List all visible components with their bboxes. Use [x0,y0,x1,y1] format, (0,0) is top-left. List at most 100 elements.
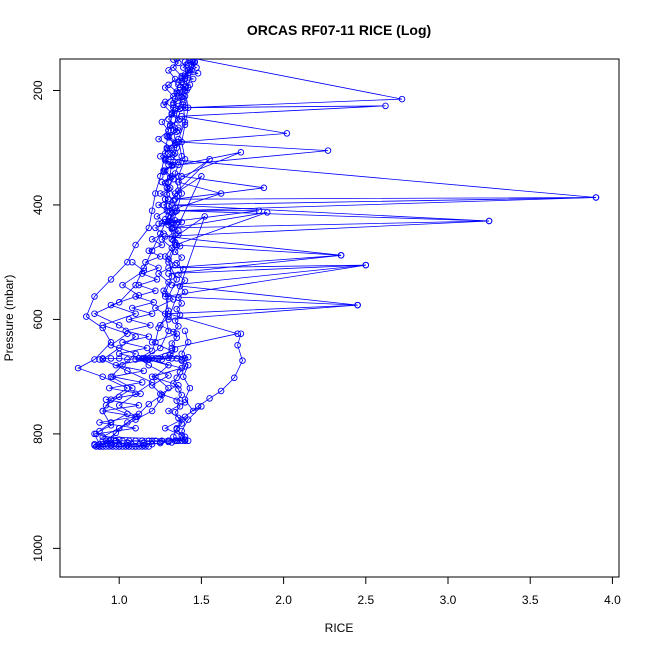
data-point [157,173,164,180]
data-point [178,420,185,427]
data-point [161,293,169,300]
data-point [175,414,182,422]
data-point [148,407,156,415]
data-point [181,118,189,126]
data-point [132,293,139,300]
data-point [173,128,180,135]
data-point [157,230,164,237]
data-point [181,277,189,284]
data-point [175,386,182,393]
data-point [124,410,131,418]
data-point [115,355,123,362]
data-point [171,345,179,353]
data-point [170,59,177,63]
data-point [184,416,192,423]
data-point [170,433,177,441]
data-point [170,161,177,169]
data-point [186,384,194,392]
data-point [354,301,361,309]
data-point [161,253,169,260]
data-point [166,214,174,221]
data-point [175,323,182,330]
data-point [148,382,156,389]
data-point [163,133,171,140]
data-point [115,402,123,409]
data-point [124,384,131,392]
data-point [140,264,148,272]
data-point [102,402,110,409]
data-point [188,59,195,64]
data-point [107,301,115,309]
data-point [175,79,182,86]
data-point [166,184,174,192]
data-point [99,355,106,362]
data-point [145,437,153,445]
data-point [158,118,166,126]
data-point [163,191,171,198]
y-axis: 200 400 600 800 1000 [31,80,61,562]
data-point [170,127,177,134]
y-tick-label: 1000 [31,535,45,562]
data-point [91,310,98,317]
data-point [166,351,174,359]
data-point [171,150,179,157]
data-point [178,173,185,180]
data-point [180,64,187,71]
data-point [283,130,291,137]
data-point [362,261,370,269]
data-point [161,84,169,91]
data-point [176,368,184,376]
data-point [170,99,177,107]
data-point [171,408,179,416]
data-point [165,150,172,157]
data-point [161,218,169,226]
data-point [142,355,149,362]
data-point [115,440,123,448]
data-point [168,344,176,352]
data-point [178,427,185,435]
data-point [180,59,184,60]
data-point [145,355,153,362]
data-point [186,67,194,74]
data-point [165,278,172,286]
x-tick-label: 1.0 [111,593,128,607]
data-point [184,437,192,445]
data-point [163,184,171,192]
data-point [115,393,123,400]
data-point [115,350,123,358]
data-point [161,167,169,174]
data-point [163,207,171,214]
x-axis-label: RICE [325,621,354,635]
data-point [94,442,102,449]
data-point [107,422,115,429]
data-point [142,443,149,450]
data-point [140,367,148,375]
data-point [148,373,156,380]
data-point [138,437,146,445]
data-point [119,437,126,445]
data-point [148,437,156,445]
data-point [175,158,182,166]
data-point [165,195,172,203]
data-point [173,260,180,267]
data-point [188,61,195,68]
data-point [189,75,197,83]
data-point [171,208,179,216]
data-point [119,339,126,346]
data-point [178,391,185,399]
data-point [106,437,113,445]
data-point [263,209,271,216]
data-point [170,237,177,244]
data-point [148,207,156,214]
data-point [161,157,169,164]
data-point [107,419,115,426]
data-point [153,213,161,220]
data-point [147,321,154,329]
data-point [178,416,185,423]
data-point [194,70,202,77]
data-point [124,442,131,449]
data-point [180,373,187,380]
data-point [168,355,176,362]
data-point [165,361,172,369]
data-point [155,270,162,277]
